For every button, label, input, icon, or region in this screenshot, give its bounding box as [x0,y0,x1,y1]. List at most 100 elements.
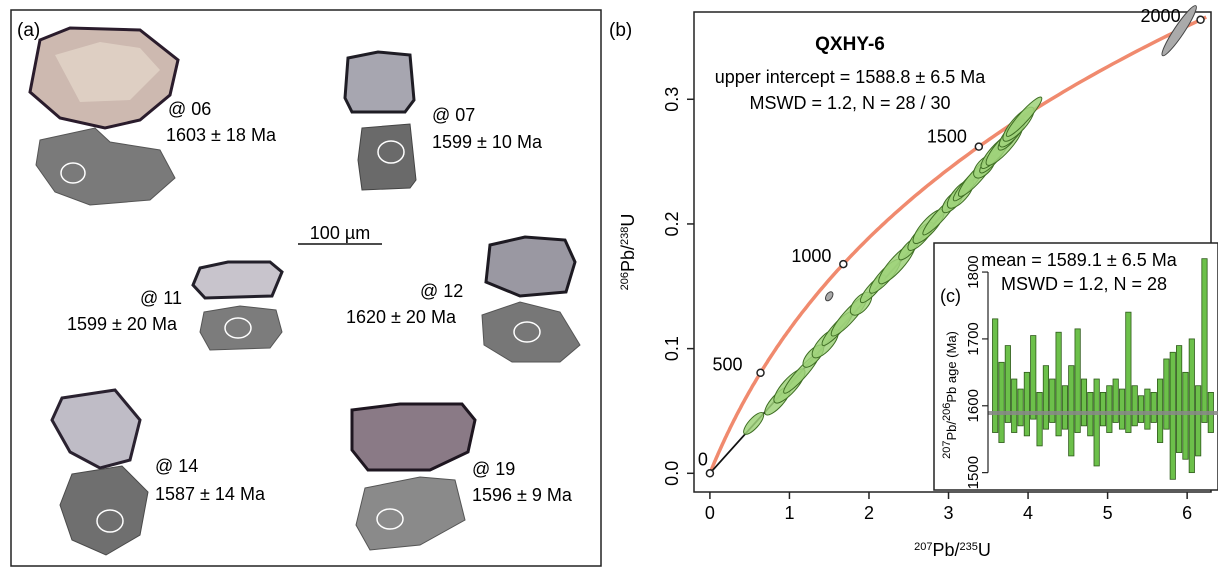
inset-y-tick-label: 1600 [965,389,982,422]
x-tick-label: 3 [944,503,954,523]
inset-panel-c: 1500 1600 1700 1800 (c) mean = 1589.1 ± 6.5… [933,242,1218,491]
age-bar [1004,345,1011,423]
cl-image [199,305,283,351]
x-tick-label: 6 [1182,503,1192,523]
age-bar [992,318,999,433]
panel-a-svg: (a) 100 µm @ 06 1603 ± 18 Ma @ 07 1599 ±… [10,9,602,567]
age-bar [1106,385,1113,433]
axis-ticks: 0 1 2 3 4 5 6 0.0 0.1 0.2 0.3 [662,87,1192,523]
age-bar [1137,395,1145,423]
grain-age-label: 1599 ± 10 Ma [432,132,543,152]
age-bar [1131,385,1138,427]
cl-image [35,127,176,206]
optical-image [50,388,142,470]
concordia-age-label: 0 [698,449,708,469]
scale-bar-label: 100 µm [310,223,370,243]
cl-image [355,476,466,551]
y-tick-label: 0.2 [662,211,682,236]
age-bar [1061,385,1069,430]
age-bar [1074,328,1081,433]
age-bar [1150,391,1157,423]
x-tick-label: 5 [1103,503,1113,523]
inset-ticks: 1500 1600 1700 1800 [965,255,989,489]
optical-image [350,402,477,472]
data-ellipse [1005,96,1043,137]
age-bar [1169,351,1176,480]
inset-annotation-mswd: MSWD = 1.2, N = 28 [1001,274,1167,294]
analysis-spot [224,317,252,339]
concordia-age-marker [974,142,984,151]
annotation-upper-intercept: upper intercept = 1588.8 ± 6.5 Ma [715,67,987,87]
analysis-spot [96,509,124,533]
annotation-mswd: MSWD = 1.2, N = 28 / 30 [749,93,950,113]
inset-y-tick-label: 1800 [965,255,982,288]
age-bar [1195,385,1202,457]
age-bar [1030,335,1037,420]
ellipses-group [743,5,1197,435]
age-bar [1163,358,1170,430]
x-tick-label: 0 [705,503,715,523]
cl-image [357,123,417,191]
grain-age-label: 1599 ± 20 Ma [67,314,178,334]
grain-age-label: 1620 ± 20 Ma [346,307,457,327]
age-bar [1182,371,1189,460]
age-bar [1144,388,1151,430]
optical-image [191,260,284,300]
concordia-age-label: 2000 [1141,6,1181,26]
inset-bars [988,258,1218,480]
concordia-age-marker [1196,15,1205,25]
grain-age-label: 1603 ± 18 Ma [166,125,277,145]
cl-image [481,301,581,363]
excluded-ellipse [824,291,834,302]
zircon-grain-06: @ 06 1603 ± 18 Ma [28,26,277,206]
age-bar [1112,378,1119,423]
age-bar [1157,378,1164,443]
grain-age-label: 1596 ± 9 Ma [472,485,573,505]
age-bar [1011,378,1018,433]
zircon-grain-19: @ 19 1596 ± 9 Ma [350,402,573,551]
concordia-age-label: 500 [713,355,743,375]
grain-spot-label: @ 06 [168,99,211,119]
age-bar [1093,378,1100,467]
optical-highlight [55,42,160,102]
optical-image [343,50,416,114]
inset-y-tick-label: 1500 [965,456,982,489]
analysis-spot [513,321,541,343]
data-ellipse [743,411,765,435]
grain-spot-label: @ 11 [140,288,182,308]
chart-title: QXHY-6 [815,34,885,55]
age-bar [1118,388,1126,430]
concordia-age-label: 1500 [927,127,967,147]
age-bar [1068,365,1075,457]
inset-y-tick-label: 1700 [965,322,982,355]
age-bar [1023,371,1030,437]
age-bar [998,361,1005,443]
age-bar [1036,391,1043,447]
zircon-grain-11: @ 11 1599 ± 20 Ma [67,260,284,351]
x-tick-label: 2 [864,503,874,523]
panel-a-label: (a) [17,20,40,41]
concordia-age-label: 1000 [791,246,831,266]
panel-c-label: (c) [940,286,961,306]
concordia-age-marker [756,368,765,377]
zircon-grain-07: @ 07 1599 ± 10 Ma [343,50,543,191]
analysis-spot [377,140,405,164]
age-bar [1017,388,1024,427]
panel-a: (a) 100 µm @ 06 1603 ± 18 Ma @ 07 1599 ±… [0,0,603,570]
grain-spot-label: @ 07 [432,105,475,125]
y-tick-label: 0.3 [662,87,682,112]
analysis-spot [376,508,404,530]
y-axis-label: 206Pb/238U [618,214,638,291]
grain-spot-label: @ 14 [155,456,198,476]
inset-annotation-mean: mean = 1589.1 ± 6.5 Ma [981,250,1177,270]
concordia-chart: (b) 0 1 2 3 4 5 6 0.0 0.1 0.2 0.3 0 500 1000 1500 2000… [609,5,1218,560]
y-tick-label: 0.1 [662,336,682,361]
age-bar [1201,258,1208,423]
x-tick-label: 4 [1023,503,1033,523]
concordia-age-marker [705,469,715,478]
x-axis-label: 207Pb/235U [914,540,991,560]
age-bar [1049,378,1056,423]
age-bar [1055,331,1062,437]
zircon-grain-12: @ 12 1620 ± 20 Ma [346,235,581,363]
optical-image [484,235,577,298]
